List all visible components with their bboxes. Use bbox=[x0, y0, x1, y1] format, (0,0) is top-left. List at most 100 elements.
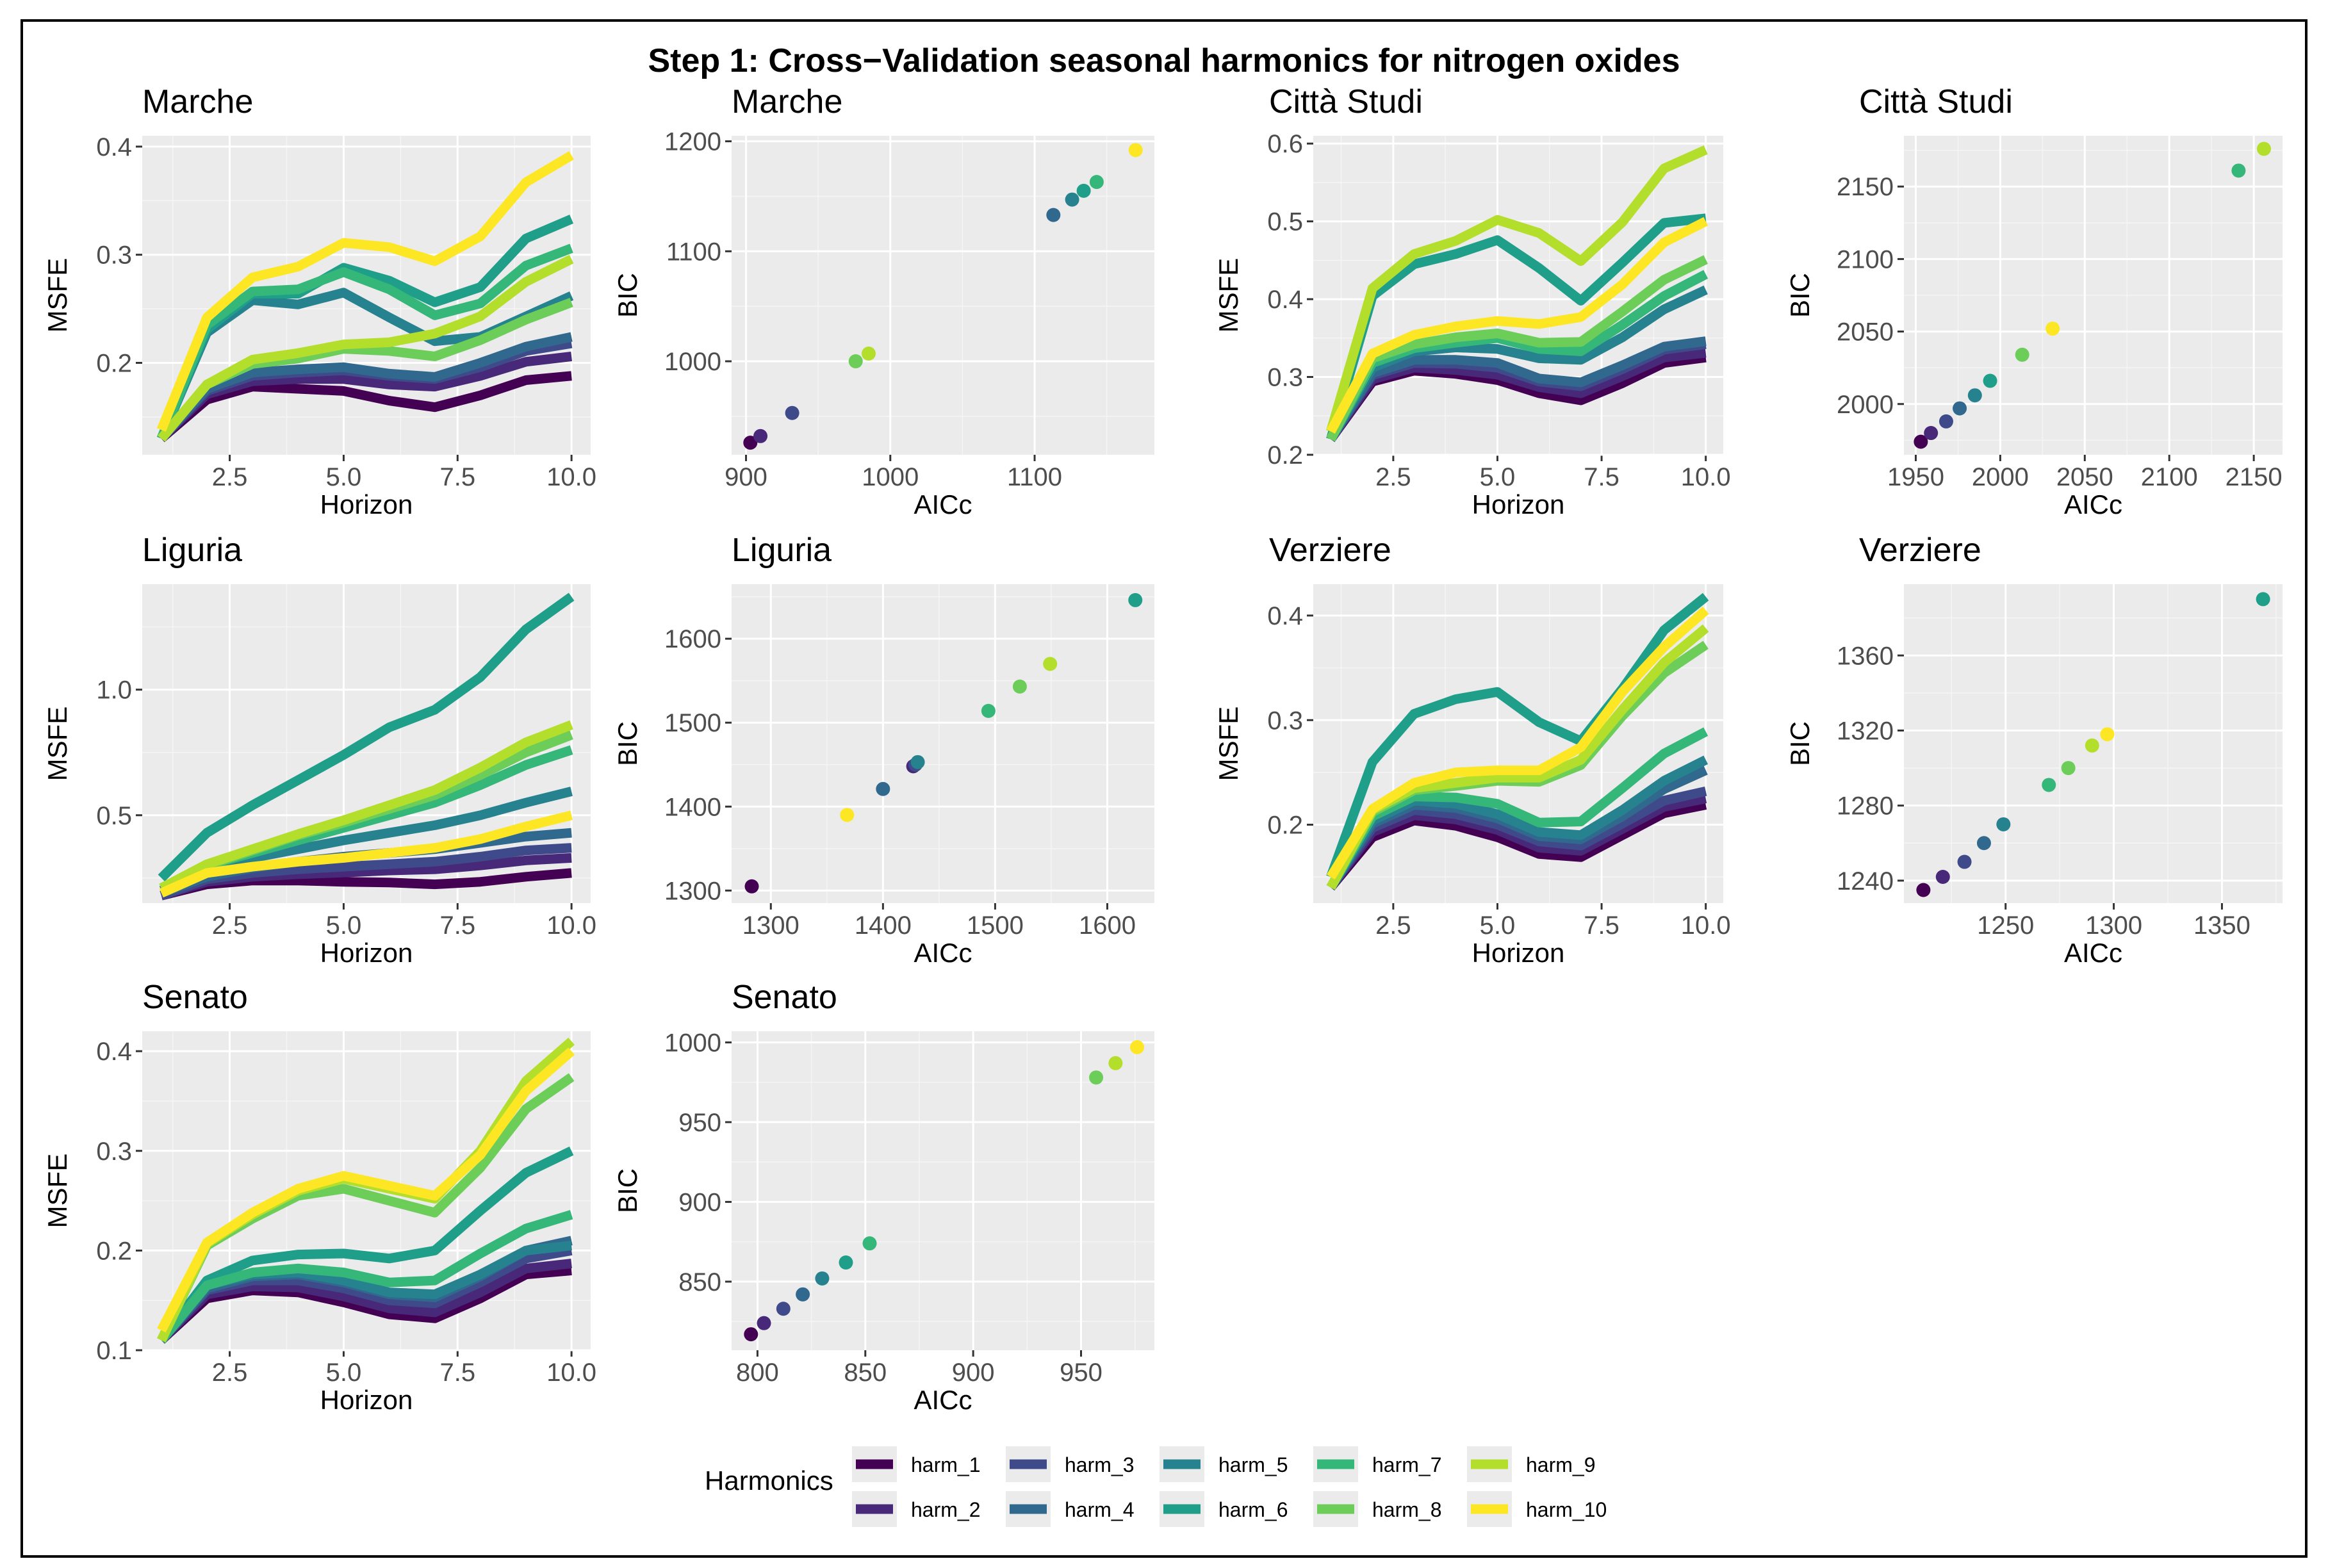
chart-0-series-harm_4 bbox=[158, 332, 573, 442]
chart-3-xtick-label: 2100 bbox=[2141, 463, 2198, 491]
chart-7-point-harm_3 bbox=[1957, 854, 1972, 869]
chart-1-ylabel: BIC bbox=[612, 273, 643, 318]
chart-8-ytick-label: 0.3 bbox=[96, 1138, 132, 1166]
chart-3-point-harm_9 bbox=[2256, 142, 2271, 156]
chart-8-xtick-label: 5.0 bbox=[326, 1359, 362, 1387]
chart-3-ytick-label: 2100 bbox=[1837, 245, 1894, 274]
chart-7-point-harm_7 bbox=[2042, 778, 2056, 792]
chart-7-xtick-label: 1350 bbox=[2193, 911, 2250, 940]
chart-4-ytick-label: 0.5 bbox=[96, 802, 132, 830]
chart-3: 1950 2000 2050 2100 2150 2000 2050 2100 2150 Citt… bbox=[1785, 83, 2283, 519]
chart-1-point-harm_2 bbox=[753, 429, 768, 443]
chart-3-ytick-label: 2000 bbox=[1837, 391, 1894, 419]
chart-8: 2.5 5.0 7.5 10.0 0.1 0.2 0.3 0.4 Senato Horizon MS… bbox=[42, 979, 596, 1415]
chart-4-title: Liguria bbox=[142, 532, 242, 569]
figure-border bbox=[20, 19, 2308, 1558]
chart-5-point-harm_1 bbox=[744, 879, 759, 894]
chart-5-point-harm_6 bbox=[1128, 592, 1143, 607]
chart-7-ytick-label: 1280 bbox=[1837, 792, 1894, 821]
chart-9-point-harm_5 bbox=[815, 1271, 830, 1286]
legend-label-harm_4: harm_4 bbox=[1065, 1498, 1135, 1521]
chart-2-title: Città Studi bbox=[1269, 83, 1423, 120]
chart-3-marks bbox=[1914, 142, 2271, 449]
chart-6-xtick-label: 5.0 bbox=[1480, 911, 1516, 940]
chart-5: 1300 1400 1500 1600 1300 1400 1500 1600 Liguria A… bbox=[612, 532, 1154, 968]
chart-7-ytick-label: 1320 bbox=[1837, 717, 1894, 745]
chart-9-ytick-label: 950 bbox=[678, 1109, 721, 1137]
chart-3-ytick-label: 2050 bbox=[1837, 318, 1894, 347]
chart-6-ytick-label: 0.4 bbox=[1267, 602, 1303, 630]
chart-9-ytick-label: 900 bbox=[678, 1188, 721, 1216]
chart-3-point-harm_3 bbox=[1939, 414, 1953, 429]
chart-6-marks bbox=[1326, 592, 1709, 891]
chart-7-xlabel: AICc bbox=[2064, 938, 2122, 968]
chart-1-xtick-label: 1000 bbox=[862, 463, 919, 491]
chart-1-point-harm_5 bbox=[1065, 192, 1079, 207]
chart-2-marks bbox=[1326, 145, 1709, 443]
chart-7-xtick-label: 1300 bbox=[2085, 911, 2142, 940]
figure-title: Step 1: Cross−Validation seasonal harmon… bbox=[648, 42, 1680, 79]
chart-1-point-harm_4 bbox=[1046, 208, 1061, 222]
chart-0-xlabel: Horizon bbox=[320, 489, 413, 519]
chart-9-point-harm_3 bbox=[776, 1302, 791, 1316]
legend-label-harm_1: harm_1 bbox=[911, 1453, 981, 1476]
chart-5-ylabel: BIC bbox=[612, 721, 643, 766]
chart-5-point-harm_9 bbox=[1043, 657, 1058, 671]
chart-4-xtick-label: 10.0 bbox=[546, 911, 596, 940]
chart-1-point-harm_7 bbox=[1089, 175, 1104, 190]
chart-7-point-harm_2 bbox=[1935, 869, 1950, 884]
chart-4-series-harm_10 bbox=[159, 810, 573, 898]
chart-9-xtick-label: 800 bbox=[736, 1359, 779, 1387]
chart-0-xtick-label: 7.5 bbox=[439, 463, 475, 491]
chart-5-xlabel: AICc bbox=[914, 938, 972, 968]
chart-2-series-harm_4 bbox=[1326, 336, 1707, 442]
chart-8-series-harm_6 bbox=[157, 1147, 574, 1343]
chart-9-point-harm_1 bbox=[744, 1327, 758, 1342]
chart-5-ytick-label: 1400 bbox=[664, 793, 721, 821]
chart-9-ytick-label: 1000 bbox=[664, 1029, 721, 1057]
chart-7-marks bbox=[1916, 592, 2270, 897]
chart-1-xtick-label: 1100 bbox=[1007, 463, 1062, 491]
chart-5-xtick-label: 1400 bbox=[855, 911, 912, 940]
chart-6-xlabel: Horizon bbox=[1472, 938, 1565, 968]
legend-label-harm_6: harm_6 bbox=[1218, 1498, 1288, 1521]
chart-1-point-harm_6 bbox=[1076, 183, 1091, 198]
chart-2-xtick-label: 2.5 bbox=[1375, 463, 1411, 491]
chart-1-point-harm_9 bbox=[861, 347, 876, 361]
chart-3-xlabel: AICc bbox=[2064, 489, 2122, 519]
chart-4-ylabel: MSFE bbox=[42, 706, 72, 781]
chart-3-xtick-label: 2150 bbox=[2226, 463, 2283, 491]
chart-6-xtick-label: 7.5 bbox=[1584, 911, 1619, 940]
chart-7-point-harm_10 bbox=[2100, 727, 2115, 742]
legend-label-harm_10: harm_10 bbox=[1526, 1498, 1607, 1521]
legend-label-harm_8: harm_8 bbox=[1372, 1498, 1442, 1521]
chart-9-ytick-label: 850 bbox=[678, 1268, 721, 1296]
chart-2-series-harm_9 bbox=[1326, 145, 1708, 433]
chart-4-xtick-label: 5.0 bbox=[326, 911, 362, 940]
chart-1-ytick-label: 1000 bbox=[664, 348, 721, 376]
chart-4-marks bbox=[158, 592, 575, 901]
chart-2-ytick-label: 0.3 bbox=[1267, 364, 1303, 392]
chart-8-xtick-label: 7.5 bbox=[439, 1359, 475, 1387]
chart-9-point-harm_7 bbox=[862, 1236, 877, 1251]
chart-5-point-harm_5 bbox=[910, 755, 925, 769]
chart-1-marks bbox=[743, 143, 1143, 450]
chart-7-point-harm_5 bbox=[1996, 817, 2011, 831]
chart-3-ytick-label: 2150 bbox=[1837, 173, 1894, 201]
chart-2-ytick-label: 0.4 bbox=[1267, 286, 1303, 314]
chart-2-series-harm_10 bbox=[1326, 216, 1709, 434]
chart-0-ytick-label: 0.2 bbox=[96, 350, 132, 378]
chart-2-xtick-label: 10.0 bbox=[1681, 463, 1731, 491]
chart-9-xtick-label: 950 bbox=[1060, 1359, 1103, 1387]
chart-9-point-harm_6 bbox=[839, 1255, 853, 1270]
chart-9-point-harm_4 bbox=[796, 1287, 810, 1302]
chart-0-series-harm_9 bbox=[158, 254, 574, 442]
chart-1-point-harm_3 bbox=[785, 405, 799, 420]
chart-6-series-harm_1 bbox=[1327, 800, 1707, 891]
chart-2-ytick-label: 0.6 bbox=[1267, 130, 1303, 158]
chart-0-title: Marche bbox=[142, 83, 253, 120]
chart-4-series-harm_6 bbox=[158, 592, 575, 882]
chart-6-ytick-label: 0.2 bbox=[1267, 812, 1303, 840]
chart-7-point-harm_1 bbox=[1916, 883, 1931, 897]
chart-6-ylabel: MSFE bbox=[1213, 706, 1243, 781]
